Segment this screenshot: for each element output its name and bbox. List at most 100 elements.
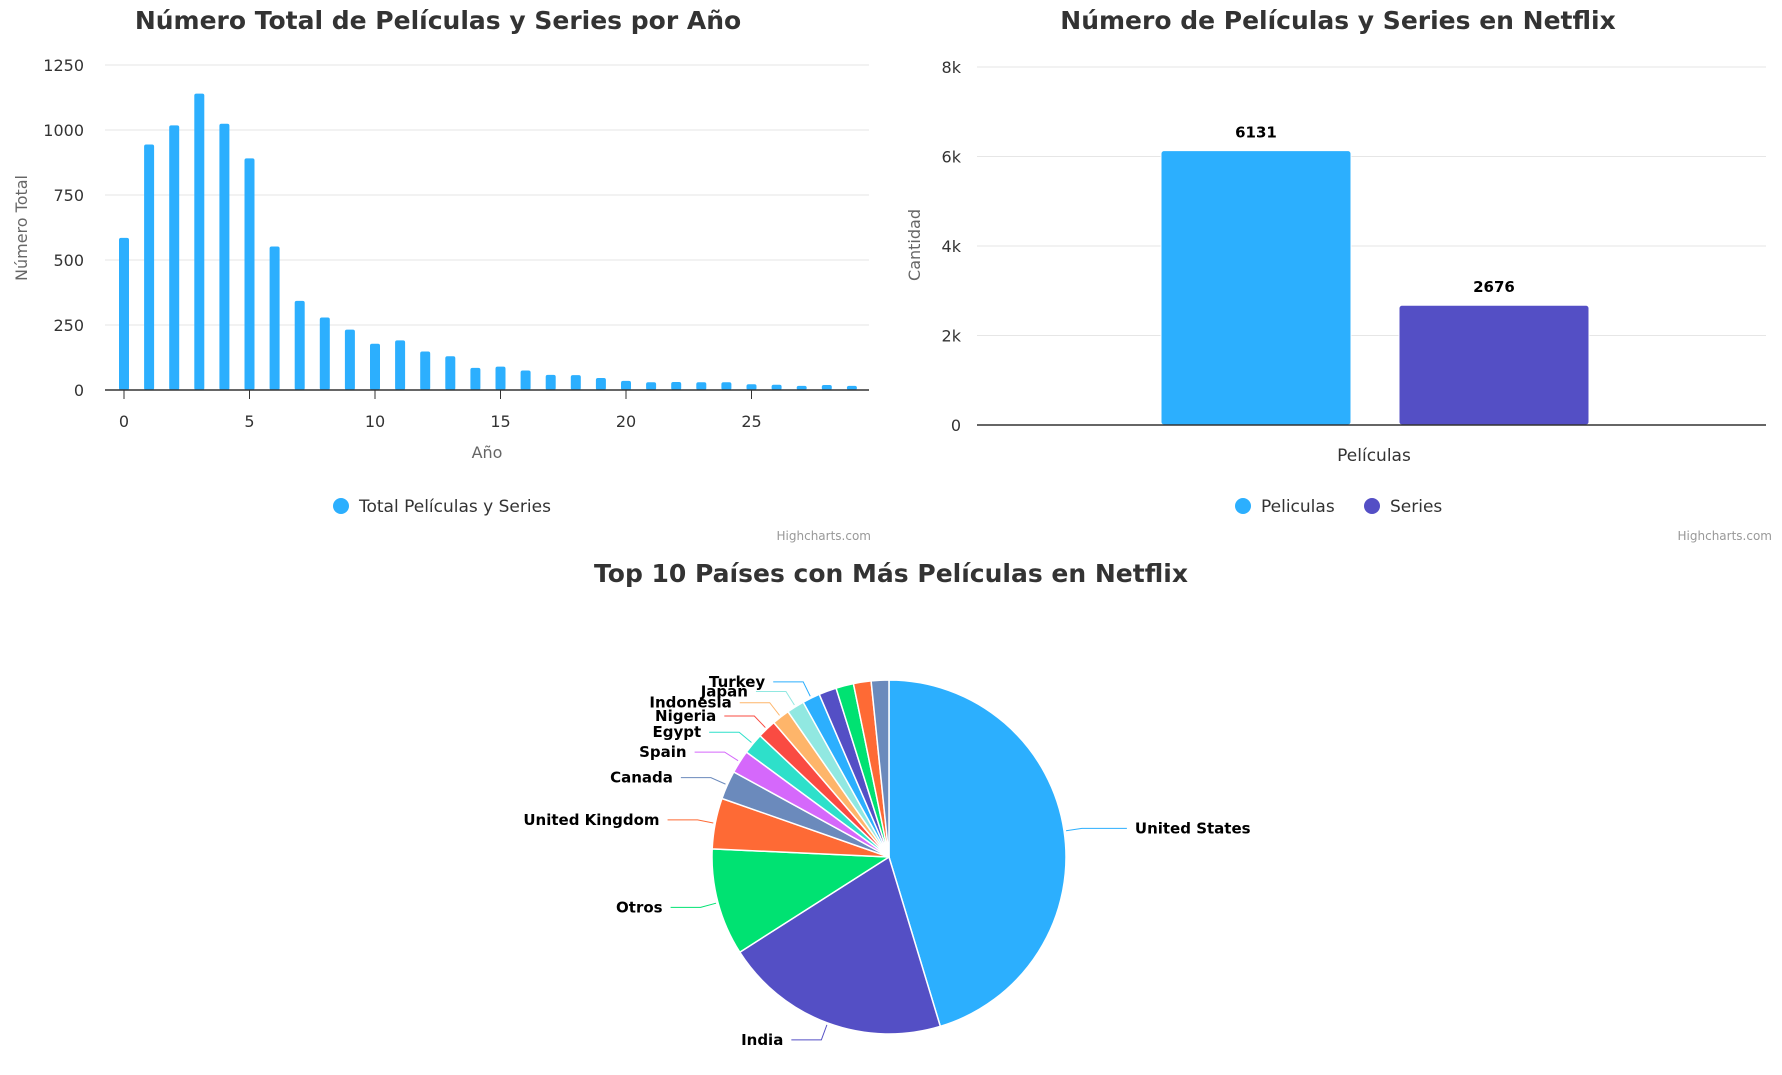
chart2-title: Número de Películas y Series en Netflix: [1060, 6, 1615, 35]
chart3-connector: [680, 777, 726, 785]
chart3-slice-label: Canada: [610, 769, 673, 787]
chart2-data-label: 2676: [1473, 278, 1515, 296]
chart2-bar-series[interactable]: [1398, 304, 1590, 426]
chart1-x-tick-label: 20: [616, 412, 636, 431]
chart1-bar[interactable]: [846, 385, 857, 390]
chart3-slice[interactable]: [870, 679, 890, 858]
chart1-bar[interactable]: [470, 367, 481, 390]
chart1-y-tick-label: 250: [53, 316, 84, 335]
chart1-grid: [105, 64, 869, 326]
chart3-slice-label: Japan: [700, 682, 748, 700]
chart1-bar[interactable]: [194, 93, 205, 390]
chart3-slice-label: United States: [1135, 819, 1251, 837]
chart2-grid: [977, 66, 1766, 336]
chart3-connector: [709, 731, 752, 743]
chart1-bar[interactable]: [244, 158, 255, 390]
chart1-x-tick-label: 0: [119, 412, 129, 431]
chart-movies-vs-series: Número de Películas y Series en Netflix …: [905, 6, 1772, 543]
chart2-x-tick-label: Películas: [1337, 446, 1411, 466]
chart1-bar[interactable]: [119, 237, 129, 390]
chart3-slice-label: Otros: [616, 898, 663, 916]
chart1-x-axis-title: Año: [472, 443, 503, 462]
chart3-connector: [667, 819, 714, 824]
chart2-bar-peliculas[interactable]: [1160, 150, 1352, 426]
chart2-credits[interactable]: Highcharts.com: [1678, 529, 1772, 543]
chart3-slice[interactable]: [739, 856, 942, 1035]
chart1-legend-marker: [333, 498, 349, 514]
chart1-bar[interactable]: [796, 385, 807, 390]
chart2-legend-label-series: Series: [1390, 497, 1442, 517]
chart2-legend-item-series[interactable]: Series: [1364, 497, 1442, 517]
chart2-y-tick-label: 0: [951, 416, 961, 435]
chart1-y-ticks: 0 250 500 750 1000 1250: [43, 56, 84, 400]
chart1-bar[interactable]: [319, 317, 330, 390]
chart2-legend-marker-series: [1364, 498, 1380, 514]
chart1-legend-item[interactable]: Total Películas y Series: [333, 497, 551, 517]
chart2-bars[interactable]: [1160, 150, 1590, 426]
chart1-bar[interactable]: [294, 300, 305, 390]
chart3-connector: [670, 902, 717, 908]
chart1-y-tick-label: 1000: [43, 121, 84, 140]
chart2-legend-label-peliculas: Peliculas: [1261, 497, 1335, 517]
chart1-bar[interactable]: [445, 356, 456, 390]
chart3-slices[interactable]: [711, 679, 1067, 1035]
chart1-bar[interactable]: [696, 382, 707, 390]
chart1-bar[interactable]: [746, 384, 757, 390]
chart1-credits[interactable]: Highcharts.com: [777, 529, 871, 543]
chart1-bar[interactable]: [395, 340, 406, 390]
chart1-y-tick-label: 1250: [43, 56, 84, 75]
chart3-slice-label: Indonesia: [649, 694, 731, 712]
chart1-bar[interactable]: [370, 343, 380, 390]
chart2-legend-item-peliculas[interactable]: Peliculas: [1235, 497, 1335, 517]
chart3-connector: [739, 702, 780, 716]
chart1-y-tick-label: 750: [53, 186, 84, 205]
chart3-title: Top 10 Países con Más Películas en Netfl…: [594, 559, 1188, 588]
chart3-labels: United States India Otros United Kingdom Can…: [523, 673, 1250, 1049]
chart3-connector: [755, 690, 795, 706]
chart1-x-tick-label: 5: [244, 412, 254, 431]
chart3-slice[interactable]: [711, 848, 890, 953]
chart1-x-tick-label: 15: [490, 412, 510, 431]
chart1-bar[interactable]: [169, 125, 180, 390]
chart2-y-tick-label: 4k: [942, 237, 962, 256]
chart1-bar[interactable]: [219, 123, 230, 390]
chart-total-per-year: Número Total de Películas y Series por A…: [12, 6, 871, 543]
chart1-bar[interactable]: [621, 380, 631, 390]
chart1-bar[interactable]: [269, 246, 280, 390]
chart3-connector: [1065, 827, 1127, 832]
chart1-bar[interactable]: [771, 384, 782, 390]
chart2-y-tick-label: 8k: [942, 58, 962, 77]
chart1-x-tick-label: 25: [741, 412, 761, 431]
chart1-bar[interactable]: [344, 329, 355, 390]
chart2-legend-marker-peliculas: [1235, 498, 1251, 514]
chart3-slice-label: United Kingdom: [523, 811, 659, 829]
chart1-bar[interactable]: [495, 366, 506, 390]
chart3-connector: [694, 751, 739, 762]
chart1-x-tick-label: 10: [365, 412, 385, 431]
chart3-connector: [791, 1024, 828, 1041]
chart3-slice[interactable]: [888, 679, 1067, 1028]
chart1-x-ticks: 0 5 10 15 20 25: [119, 390, 762, 431]
chart1-bar[interactable]: [570, 375, 581, 390]
chart1-bar[interactable]: [671, 381, 682, 390]
chart1-bar[interactable]: [821, 385, 832, 390]
chart-top-countries-pie: Top 10 Países con Más Películas en Netfl…: [523, 559, 1250, 1049]
chart2-data-label: 6131: [1235, 124, 1277, 142]
chart1-bar[interactable]: [520, 370, 531, 391]
chart1-bar[interactable]: [721, 382, 732, 390]
chart1-bars[interactable]: [119, 93, 857, 391]
chart1-bar[interactable]: [545, 374, 556, 390]
chart1-bar[interactable]: [144, 144, 155, 390]
chart2-y-tick-label: 6k: [942, 148, 962, 167]
chart3-slice-label: Egypt: [652, 723, 701, 741]
chart1-y-tick-label: 0: [74, 381, 84, 400]
chart2-data-labels: 6131 2676: [1235, 124, 1515, 297]
chart1-title: Número Total de Películas y Series por A…: [135, 6, 741, 35]
chart3-slice-label: Turkey: [709, 673, 765, 691]
chart1-bar[interactable]: [595, 378, 606, 390]
chart3-slice-label: Spain: [639, 743, 686, 761]
chart3-slice-label: Nigeria: [655, 707, 716, 725]
chart2-y-ticks: 0 2k 4k 6k 8k: [942, 58, 962, 435]
chart1-bar[interactable]: [646, 382, 657, 390]
chart1-bar[interactable]: [420, 351, 431, 390]
